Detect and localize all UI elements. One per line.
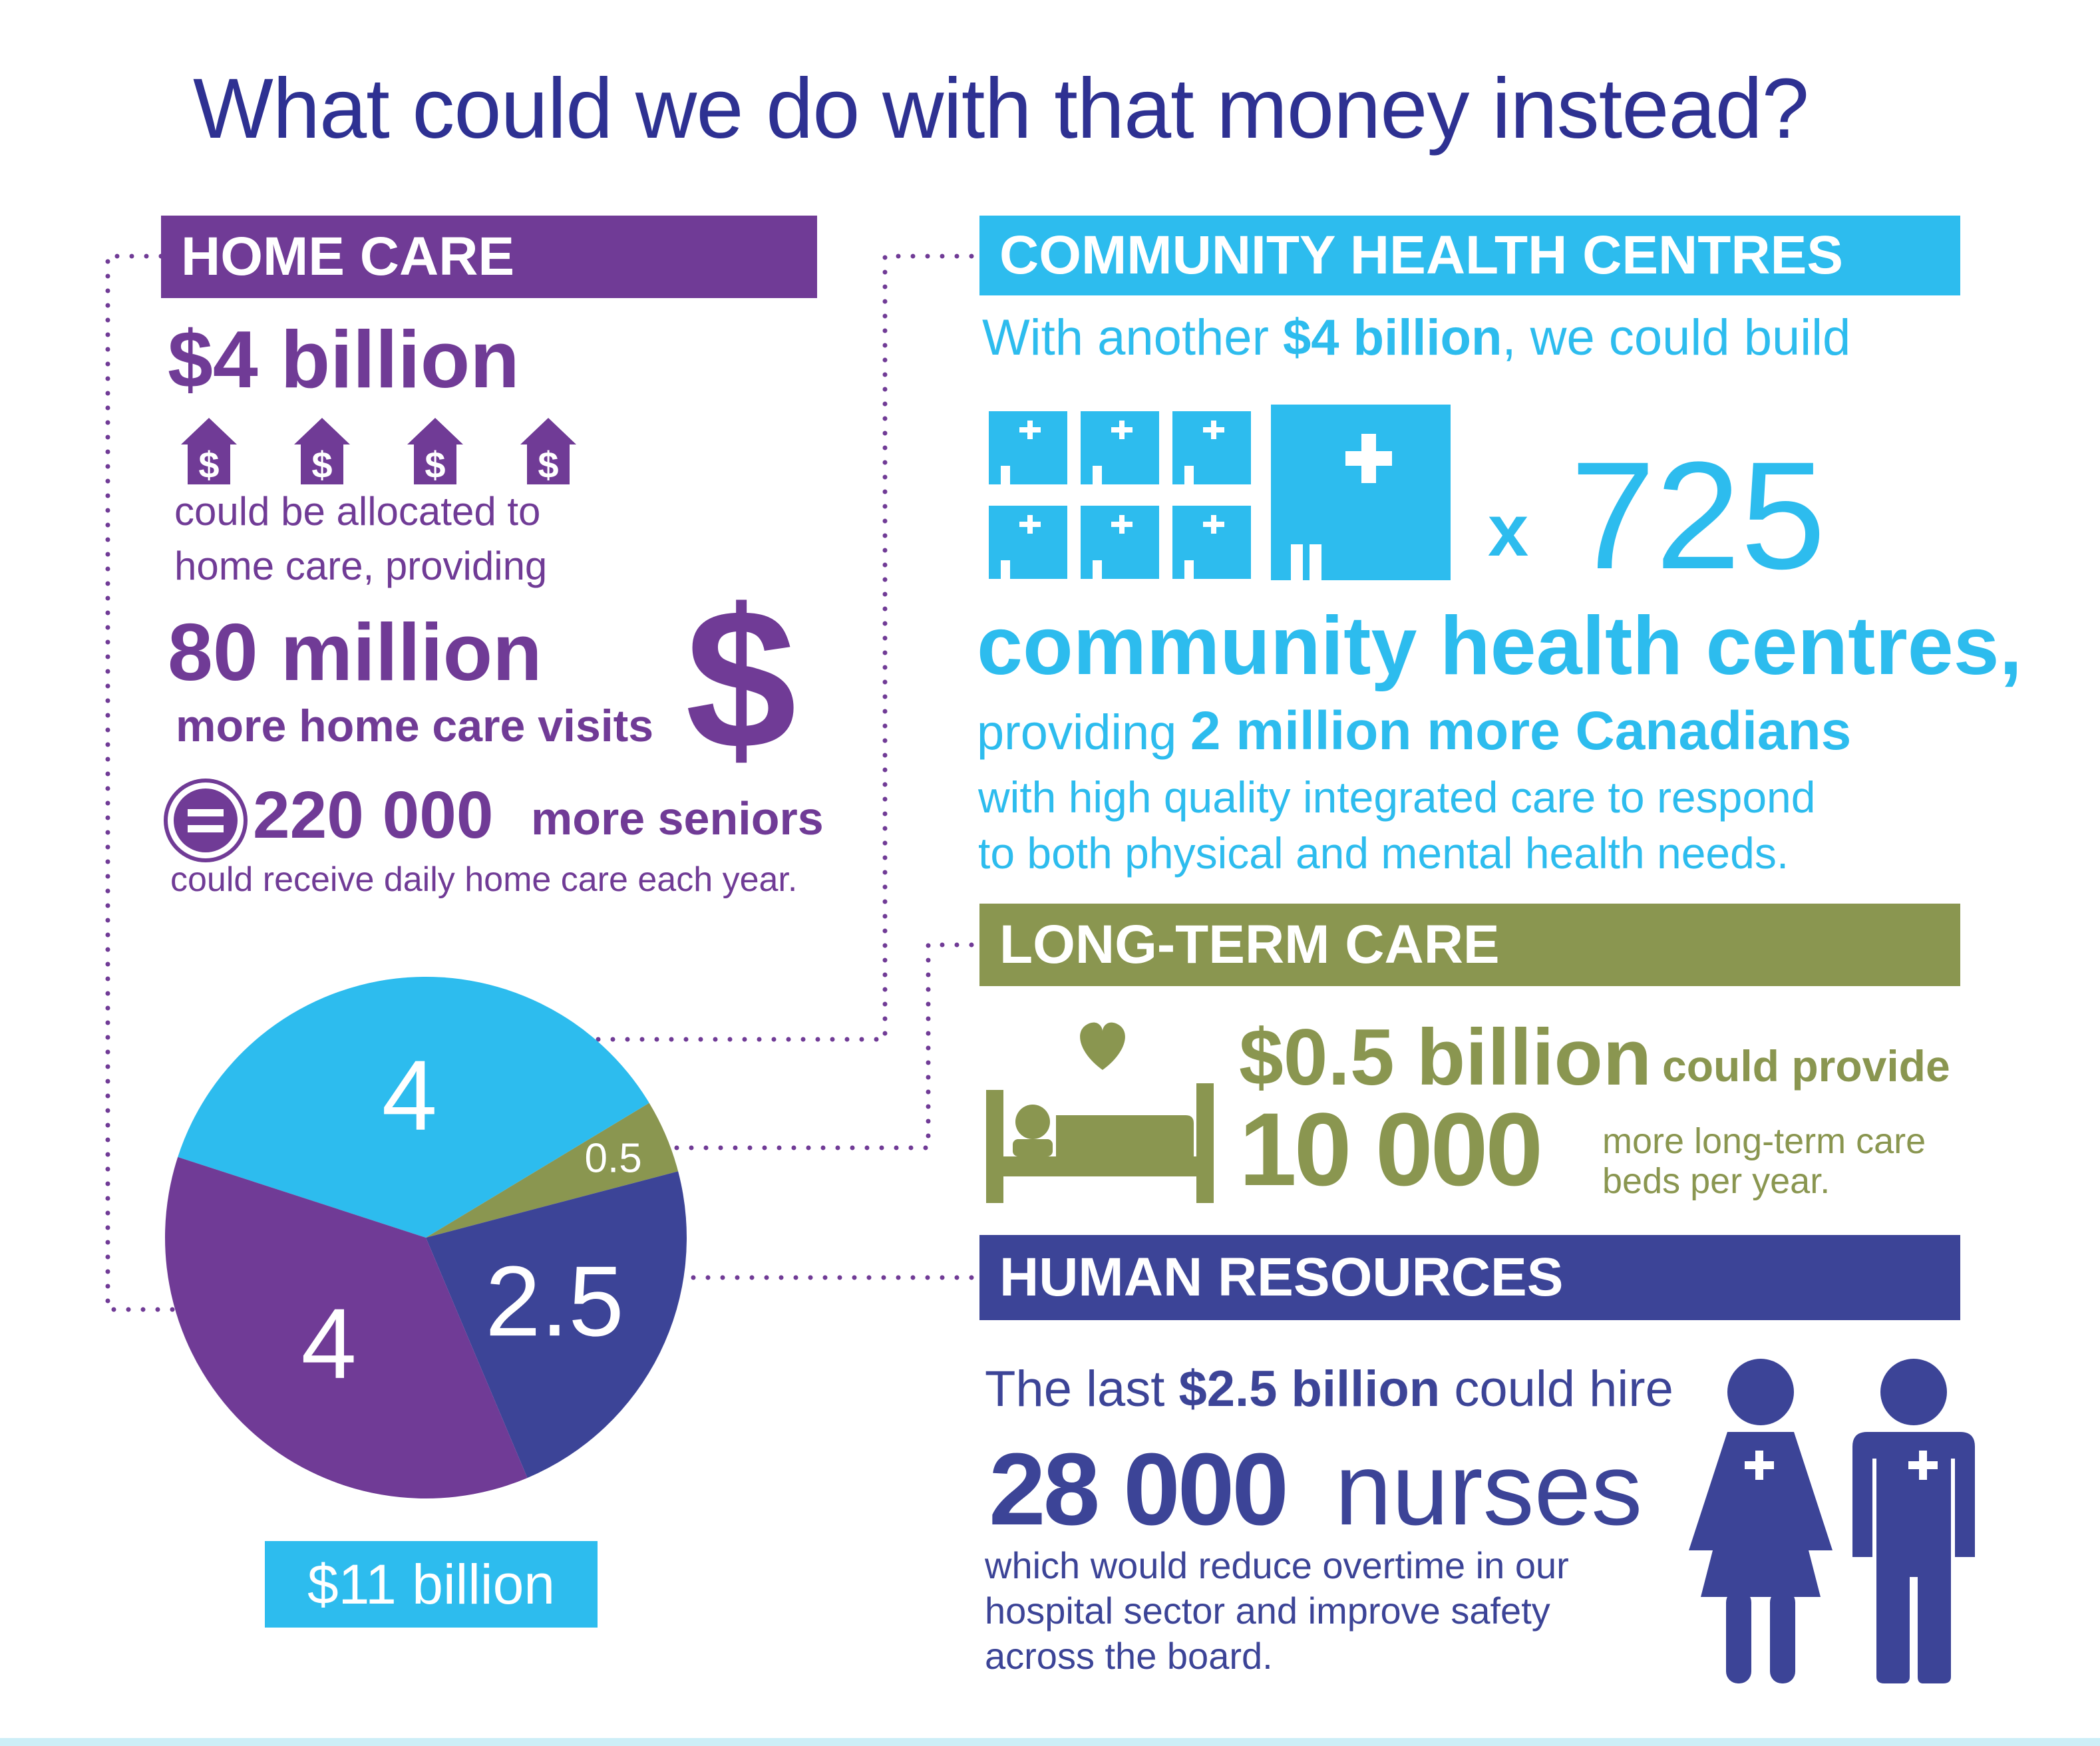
pie-slice-label: 4 — [301, 1288, 356, 1399]
svg-text:$: $ — [425, 444, 445, 484]
home-care-line1: could be allocated to — [174, 489, 541, 534]
chc-banner: COMMUNITY HEALTH CENTRES — [979, 216, 1960, 295]
ltc-amount: $0.5 billion — [1239, 1013, 1652, 1102]
male-nurse-icon — [1852, 1359, 1975, 1683]
page-title: What could we do with that money instead… — [193, 61, 1809, 156]
ltc-beds-number: 10 000 — [1239, 1092, 1543, 1208]
footer-line — [0, 1738, 2100, 1746]
hr-banner: HUMAN RESOURCES — [979, 1235, 1960, 1320]
health-centre-small-icon — [1172, 506, 1251, 579]
home-care-visits-number: 80 million — [168, 607, 542, 697]
home-care-line2: home care, providing — [174, 544, 548, 588]
hr-desc3: across the board. — [985, 1635, 1273, 1677]
budget-pie-chart: 4 0.5 2.5 4 — [165, 977, 687, 1498]
health-centre-small-icon — [1081, 506, 1159, 579]
chc-intro-post: , we could build — [1502, 309, 1851, 366]
pie-slice — [426, 1171, 687, 1479]
chc-multiplier-x: x — [1488, 490, 1529, 572]
home-care-visits-label: more home care visits — [176, 701, 654, 751]
home-care-amount: $4 billion — [168, 314, 520, 405]
ltc-beds-label2: beds per year. — [1602, 1161, 1831, 1201]
hr-nurses-number: 28 000 — [989, 1432, 1289, 1546]
hr-desc1: which would reduce overtime in our — [985, 1544, 1569, 1586]
hr-intro-pre: The last — [985, 1361, 1179, 1417]
seniors-number: 220 000 — [253, 778, 494, 852]
dollar-sign-icon: $ — [685, 567, 796, 790]
female-nurse-icon — [1689, 1359, 1833, 1683]
pie-slice — [178, 977, 649, 1238]
pie-slice — [426, 1103, 679, 1238]
pie-slice — [165, 1156, 528, 1498]
svg-text:$: $ — [311, 444, 332, 484]
health-centre-icons — [989, 405, 1455, 588]
ltc-banner: LONG-TERM CARE — [979, 904, 1960, 986]
svg-text:$: $ — [538, 444, 558, 484]
pie-slice-label: 2.5 — [485, 1245, 624, 1357]
hr-intro: The last $2.5 billion could hire — [985, 1360, 1673, 1418]
pie-slice-label: 0.5 — [585, 1135, 642, 1181]
chc-multiplier-number: 725 — [1570, 430, 1826, 601]
house-dollar-icon: $ — [520, 418, 576, 486]
chc-providing: providing 2 million more Canadians — [977, 700, 1851, 763]
connector-ltc — [669, 942, 974, 1150]
home-care-heading: HOME CARE — [181, 226, 515, 287]
hr-intro-post: could hire — [1440, 1361, 1673, 1417]
svg-text:$: $ — [198, 444, 219, 484]
chc-intro-bold: $4 billion — [1283, 309, 1502, 366]
chc-desc1: with high quality integrated care to res… — [978, 773, 1816, 822]
chc-providing-pre: providing — [977, 705, 1190, 760]
pie-total-label: $11 billion — [265, 1541, 598, 1628]
chc-intro-pre: With another — [982, 309, 1283, 366]
chc-providing-bold: 2 million more Canadians — [1190, 701, 1852, 761]
chc-heading: COMMUNITY HEALTH CENTRES — [999, 225, 1843, 285]
home-care-banner: HOME CARE — [161, 216, 817, 298]
house-dollar-icon: $ — [294, 418, 350, 486]
seniors-sub: could receive daily home care each year. — [170, 860, 798, 899]
hr-nurses-label: nurses — [1335, 1432, 1643, 1546]
equals-circle-icon — [162, 777, 249, 867]
hr-desc2: hospital sector and improve safety — [985, 1590, 1550, 1632]
chc-desc2: to both physical and mental health needs… — [978, 828, 1789, 878]
pie-slice-label: 4 — [382, 1039, 437, 1151]
hr-intro-bold: $2.5 billion — [1178, 1361, 1441, 1417]
health-centre-small-icon — [989, 411, 1067, 484]
house-icons: $ $ $ $ — [181, 418, 594, 488]
house-dollar-icon: $ — [407, 418, 463, 486]
connector-home-care — [105, 254, 177, 1312]
hr-heading: HUMAN RESOURCES — [999, 1247, 1564, 1308]
bed-heart-icon — [986, 1017, 1219, 1206]
chc-centres-label: community health centres, — [977, 600, 2023, 692]
health-centre-small-icon — [1081, 411, 1159, 484]
health-centre-large-icon — [1271, 405, 1451, 580]
house-dollar-icon: $ — [181, 418, 237, 486]
ltc-amount-post: could provide — [1662, 1041, 1950, 1091]
nurses-icon — [1687, 1357, 1980, 1687]
health-centre-small-icon — [1172, 411, 1251, 484]
connector-chc — [583, 254, 974, 1042]
chc-intro: With another $4 billion, we could build — [982, 309, 1850, 367]
ltc-beds-label1: more long-term care — [1602, 1121, 1926, 1161]
health-centre-small-icon — [989, 506, 1067, 579]
ltc-heading: LONG-TERM CARE — [999, 914, 1500, 975]
seniors-label: more seniors — [531, 792, 824, 844]
